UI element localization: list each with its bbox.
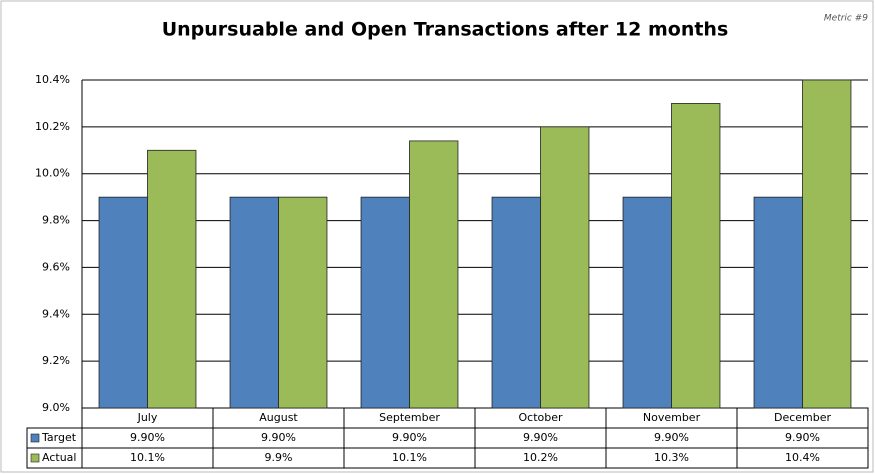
y-tick-label: 9.0% <box>42 401 70 414</box>
x-tick-label: September <box>379 411 440 424</box>
bar <box>229 196 279 409</box>
bar <box>278 196 328 409</box>
chart-title: Unpursuable and Open Transactions after … <box>162 19 729 41</box>
legend-label: Actual <box>42 451 76 464</box>
y-tick-label: 10.4% <box>35 73 70 86</box>
x-tick-label: August <box>259 411 298 424</box>
bar <box>147 149 197 409</box>
table-value: 9.90% <box>261 431 296 444</box>
table-value: 10.2% <box>523 451 558 464</box>
y-tick-label: 10.0% <box>35 167 70 180</box>
y-tick-label: 10.2% <box>35 120 70 133</box>
table-value: 10.3% <box>654 451 689 464</box>
table-value: 10.1% <box>130 451 165 464</box>
y-tick-label: 9.6% <box>42 260 70 273</box>
y-tick-label: 9.8% <box>42 214 70 227</box>
bar <box>409 140 459 409</box>
legend-label: Target <box>41 431 77 444</box>
table-value: 10.4% <box>785 451 820 464</box>
legend-swatch <box>30 433 40 443</box>
bar <box>753 196 803 409</box>
annotation: Metric #9 <box>824 14 868 24</box>
table-value: 10.1% <box>392 451 427 464</box>
bar <box>802 79 852 409</box>
table-value: 9.90% <box>523 431 558 444</box>
bar <box>622 196 672 409</box>
table-value: 9.90% <box>785 431 820 444</box>
bar <box>360 196 410 409</box>
x-tick-label: July <box>137 411 158 424</box>
bar <box>98 196 148 409</box>
bar <box>671 103 721 409</box>
y-tick-label: 9.4% <box>42 307 70 320</box>
y-tick-label: 9.2% <box>42 354 70 367</box>
x-tick-label: November <box>643 411 701 424</box>
legend-swatch <box>30 453 40 463</box>
table-value: 9.9% <box>265 451 293 464</box>
table-value: 9.90% <box>654 431 689 444</box>
x-tick-label: December <box>774 411 832 424</box>
table-value: 9.90% <box>392 431 427 444</box>
bar <box>491 196 541 409</box>
bar <box>540 126 590 409</box>
x-tick-label: October <box>518 411 562 424</box>
table-value: 9.90% <box>130 431 165 444</box>
